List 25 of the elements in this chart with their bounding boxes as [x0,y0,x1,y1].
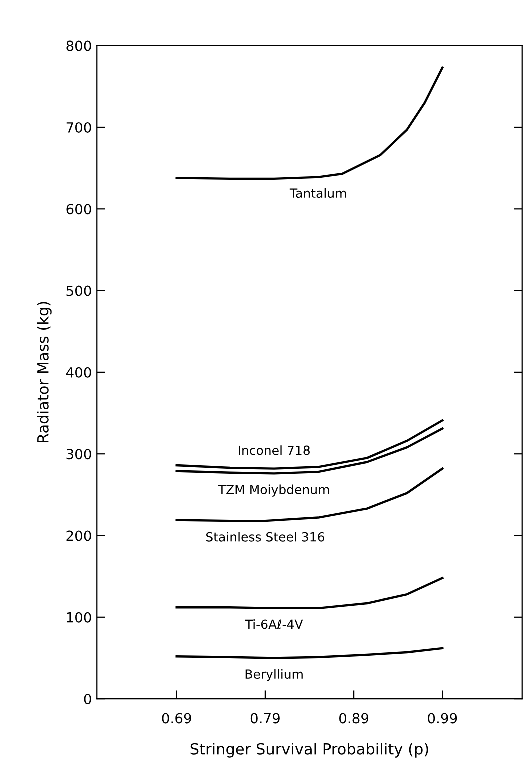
y-tick-label: 600 [66,204,92,215]
x-tick-label: 0.79 [250,713,280,724]
y-tick-label: 500 [66,286,92,296]
series-label: Tantalum [290,188,346,198]
line-series [176,647,444,660]
x-tick-label: 0.99 [428,713,458,724]
x-tick-label: 0.69 [162,713,192,724]
y-tick-label: 400 [66,367,92,378]
y-tick-label: 800 [66,40,92,52]
x-axis-title: Stringer Survival Probability (p) [190,743,428,758]
y-tick-label: 200 [66,530,92,542]
y-tick-label: 0 [84,694,92,705]
series-label: Ti-6Aℓ-4V [245,620,304,630]
y-tick-label: 100 [67,612,92,623]
line-series [176,468,444,522]
x-tick-label: 0.89 [340,713,369,724]
series-label: Stainless Steel 316 [206,532,324,542]
series-label: Beryllium [246,669,303,682]
y-tick-label: 700 [66,122,92,133]
series-label: Inconel 718 [239,446,310,456]
y-tick-label: 300 [66,449,92,460]
y-axis-title: Radiator Mass (kg) [37,302,52,443]
line-series [176,66,444,180]
line-series [176,577,444,610]
series-label: TZM Moiybdenum [218,484,330,497]
